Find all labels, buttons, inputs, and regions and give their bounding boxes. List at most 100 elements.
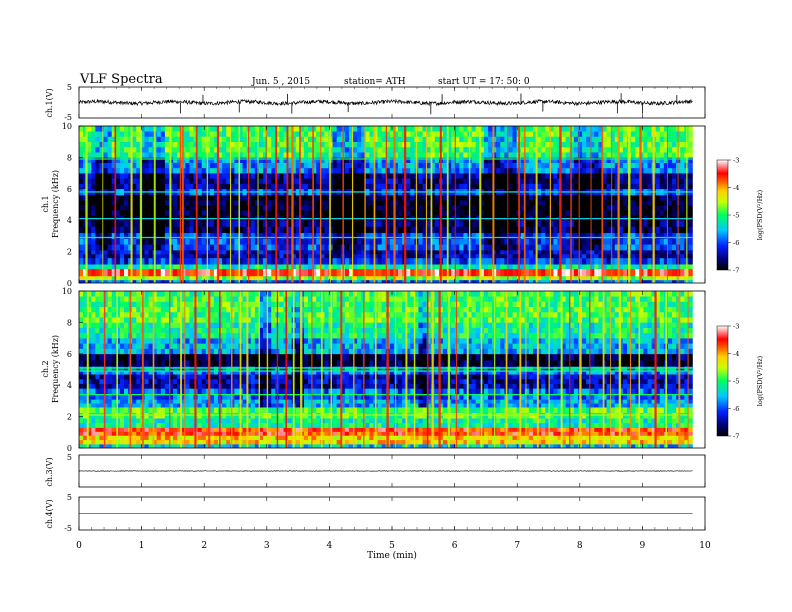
spectrogram-cell [99,157,104,163]
spectrogram-cell [532,146,538,153]
spectrogram-cell [463,141,468,148]
spectrogram-cell [348,250,354,255]
spectrogram-cell [545,173,550,179]
spectrogram-cell [680,178,685,184]
spectrogram-cell [238,157,243,163]
spectrogram-cell [254,444,260,448]
spectrogram-cell [160,146,166,153]
spectrogram-cell [344,435,350,441]
spectrogram-cell [312,268,317,277]
spectrogram-cell [369,152,374,158]
spectrogram-cell [348,136,354,142]
spectrogram-cell [283,136,288,142]
spectrogram-cell [430,238,436,245]
spectrogram-cell [504,146,509,153]
spectrogram-cell [275,162,280,169]
spectrogram-cell [647,238,652,245]
spectrogram-cell [381,444,387,448]
spectrogram-cell [590,167,595,174]
spectrogram-cell [115,157,121,163]
spectrogram-cell [471,275,477,281]
spectrogram-cell [348,279,354,283]
spectrogram-cell [115,167,121,174]
spectrogram-cell [132,205,137,211]
spectrogram-cell [508,183,513,190]
spectrogram-cell [573,195,579,201]
spectrogram-cell [197,178,202,184]
spectrogram-cell [99,167,104,174]
spectrogram-cell [230,275,235,281]
spectrogram-cell [136,264,141,270]
spectrogram-cell [643,250,648,255]
spectrogram-cell [475,157,481,163]
spectrogram-cell [398,173,403,179]
spectrogram-cell [463,264,468,270]
spectrogram-cell [213,195,219,201]
spectrogram-cell [238,152,243,158]
spectrogram-cell [463,210,468,216]
spectrogram-cell [381,136,387,142]
spectrogram-cell [185,126,190,132]
spectrogram-cell [537,126,542,132]
spectrogram-cell [610,141,616,148]
spectrogram-cell [275,157,280,163]
spectrogram-cell [185,238,190,245]
spectrogram-cell [205,178,211,184]
spectrogram-cell [381,167,387,174]
spectrogram-cell [222,257,227,265]
spectrogram-cell [582,232,587,239]
spectrogram-cell [610,257,616,265]
spectrogram-cell [95,136,100,142]
spectrogram-cell [369,232,374,239]
spectrogram-cell [483,264,489,270]
spectrogram-cell [312,146,317,153]
spectrogram-cell [430,226,436,234]
spectrogram-cell [213,275,219,281]
spectrogram-cell [189,141,194,148]
spectrogram-cell [553,136,558,142]
spectrogram-cell [295,250,301,255]
spectrogram-cell [213,250,219,255]
spectrogram-cell [164,162,170,169]
spectrogram-cell [524,183,530,190]
spectrogram-cell [123,152,129,158]
spectrogram-cell [655,205,661,211]
spectrogram-cell [614,126,620,132]
spectrogram-cell [279,250,284,255]
spectrogram-cell [483,232,489,239]
spectrogram-cell [336,232,342,239]
spectrogram-cell [463,152,468,158]
spectrogram-cell [103,146,108,153]
spectrogram-cell [123,444,129,448]
spectrogram-cell [79,136,84,142]
spectrogram-cell [103,167,108,174]
spectrogram-cell [91,136,96,142]
spectrogram-cell [119,141,125,148]
spectrogram-cell [422,244,427,251]
spectrogram-cell [643,183,648,190]
spectrogram-cell [618,244,624,251]
spectrogram-cell [483,126,489,132]
spectrogram-cell [136,157,141,163]
spectrogram-cell [553,167,558,174]
spectrogram-cell [312,162,317,169]
spectrogram-cell [537,141,542,148]
spectrogram-cell [250,226,256,234]
spectrogram-cell [144,167,149,174]
spectrogram-cell [447,136,452,142]
spectrogram-cell [144,215,149,221]
spectrogram-cell [532,238,538,245]
spectrogram-cell [631,183,636,190]
spectrogram-cell [663,210,669,216]
spectrogram-cell [471,200,477,206]
spectrogram-cell [291,275,297,281]
spectrogram-cell [303,220,309,227]
spectrogram-cell [594,264,599,270]
spectrogram-cell [353,226,358,234]
spectrogram-cell [443,200,448,206]
spectrogram-cell [471,210,477,216]
spectrogram-cell [512,126,517,132]
spectrogram-cell [659,439,665,445]
spectrogram-cell [185,178,190,184]
spectrogram-cell [242,250,247,255]
